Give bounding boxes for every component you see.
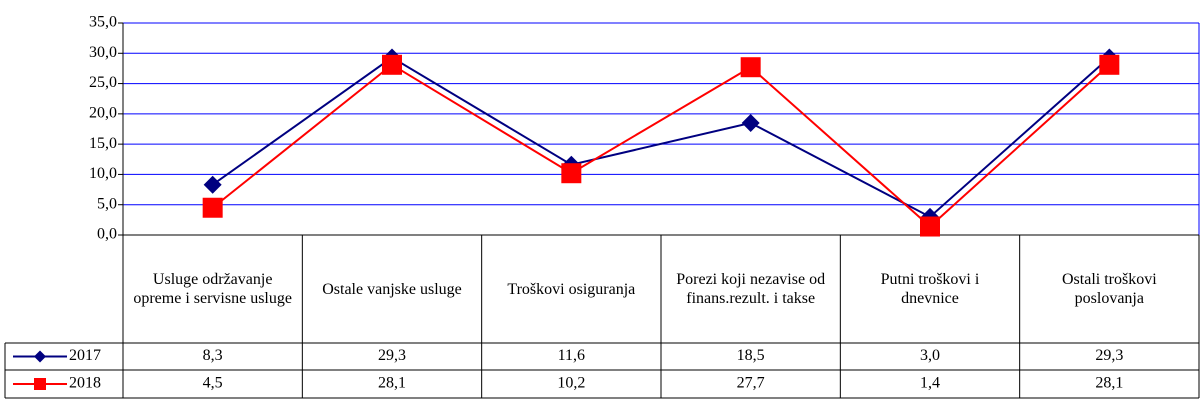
marker xyxy=(741,113,760,132)
value-label: 8,3 xyxy=(203,347,223,364)
value-label: 28,1 xyxy=(1095,375,1123,392)
legend-marker xyxy=(34,378,46,390)
legend-label: 2017 xyxy=(69,347,101,364)
x-tick-label: Usluge održavanje opreme i servisne uslu… xyxy=(133,271,292,307)
value-label: 29,3 xyxy=(1095,347,1123,364)
value-label: 11,6 xyxy=(558,347,585,364)
x-tick-label: Ostali troškovi poslovanja xyxy=(1061,271,1157,307)
y-tick-label: 30,0 xyxy=(89,44,117,61)
x-tick-label: Ostale vanjske usluge xyxy=(322,280,462,298)
marker xyxy=(202,197,223,218)
value-label: 10,2 xyxy=(557,375,585,392)
marker xyxy=(1099,54,1120,75)
x-tick-label: Troškovi osiguranja xyxy=(507,280,636,298)
value-label: 29,3 xyxy=(378,347,406,364)
y-tick-label: 10,0 xyxy=(89,165,117,182)
marker xyxy=(740,57,761,78)
value-label: 27,7 xyxy=(737,375,765,392)
x-tick-label: Porezi koji nezavise od finans.rezult. i… xyxy=(676,271,826,307)
value-label: 4,5 xyxy=(203,375,223,392)
marker xyxy=(920,216,940,237)
value-label: 1,4 xyxy=(920,375,940,392)
series-line xyxy=(212,56,1110,219)
y-tick-label: 25,0 xyxy=(89,74,117,91)
legend-label: 2018 xyxy=(69,375,101,392)
y-tick-label: 5,0 xyxy=(97,195,117,212)
marker xyxy=(561,163,582,184)
y-tick-label: 0,0 xyxy=(97,226,117,243)
y-tick-label: 35,0 xyxy=(89,14,117,31)
y-tick-label: 20,0 xyxy=(89,105,117,122)
legend-marker xyxy=(34,350,46,363)
marker xyxy=(382,54,402,75)
marker xyxy=(203,175,222,194)
value-label: 3,0 xyxy=(920,347,940,364)
value-label: 18,5 xyxy=(737,347,765,364)
y-tick-label: 15,0 xyxy=(89,135,117,152)
series-line xyxy=(212,63,1110,228)
x-tick-label: Putni troškovi i dnevnice xyxy=(880,271,980,307)
value-label: 28,1 xyxy=(378,375,406,392)
